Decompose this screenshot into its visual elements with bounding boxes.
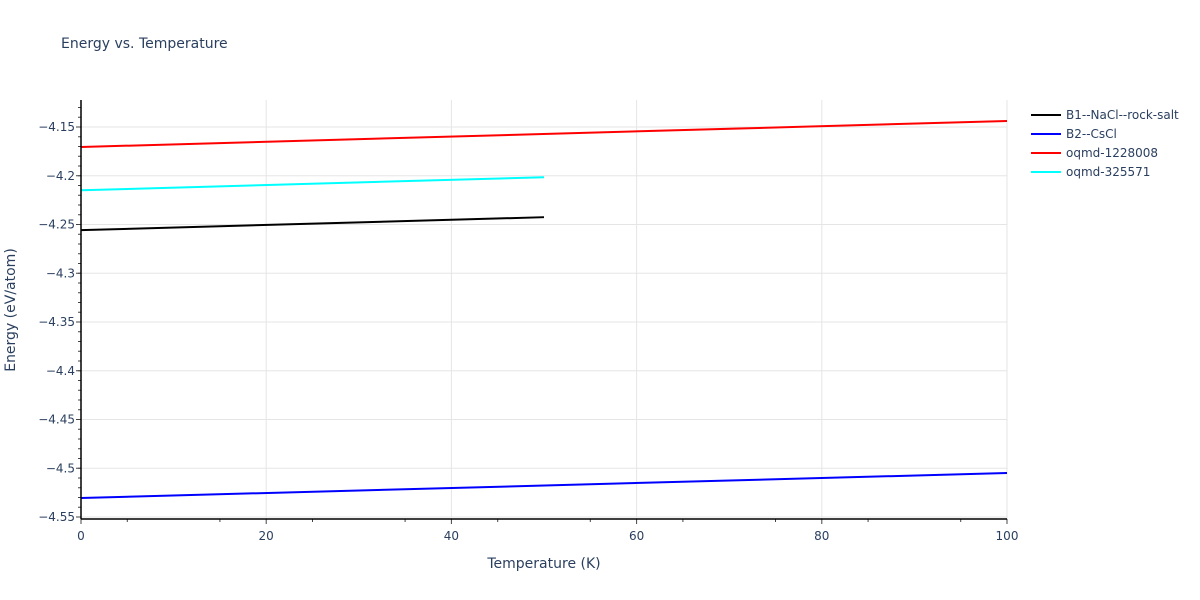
- y-tick-label: −4.4: [46, 364, 75, 378]
- x-tick-label: 80: [814, 529, 829, 543]
- x-tick-label: 40: [444, 529, 459, 543]
- legend-label: oqmd-325571: [1066, 165, 1150, 179]
- x-tick-label: 20: [259, 529, 274, 543]
- series-line: [80, 176, 545, 192]
- series-line: [80, 472, 1008, 499]
- y-tick-label: −4.25: [38, 218, 75, 232]
- legend[interactable]: B1--NaCl--rock-salt B2--CsCl oqmd-1228008 o…: [1031, 108, 1179, 179]
- x-tick-label: 0: [77, 529, 85, 543]
- gridlines: [80, 100, 1008, 519]
- y-tick-label: −4.15: [38, 120, 75, 134]
- legend-label: B2--CsCl: [1066, 127, 1117, 141]
- chart-title: Energy vs. Temperature: [61, 36, 228, 52]
- series-line: [80, 119, 1008, 148]
- y-tick-label: −4.35: [38, 315, 75, 329]
- series-line: [80, 216, 545, 232]
- legend-label: oqmd-1228008: [1066, 146, 1158, 160]
- y-tick-label: −4.45: [38, 413, 75, 427]
- x-tick-label: 60: [629, 529, 644, 543]
- y-tick-label: −4.55: [38, 510, 75, 524]
- x-tick-label: 100: [996, 529, 1019, 543]
- legend-item[interactable]: B2--CsCl: [1031, 127, 1117, 141]
- legend-item[interactable]: oqmd-1228008: [1031, 146, 1158, 160]
- legend-label: B1--NaCl--rock-salt: [1066, 108, 1179, 122]
- y-tick-label: −4.3: [46, 266, 75, 280]
- data-series: [80, 119, 1008, 499]
- y-axis-title: Energy (eV/atom): [3, 248, 19, 372]
- y-tick-label: −4.5: [46, 461, 75, 475]
- x-axis-title: Temperature (K): [486, 556, 600, 572]
- legend-item[interactable]: B1--NaCl--rock-salt: [1031, 108, 1179, 122]
- y-tick-label: −4.2: [46, 169, 75, 183]
- axes: −4.15 −4.2 −4.25 −4.3 −4.35 −4.4 −4.45 −4.5 −4.5…: [38, 100, 1018, 543]
- legend-item[interactable]: oqmd-325571: [1031, 165, 1150, 179]
